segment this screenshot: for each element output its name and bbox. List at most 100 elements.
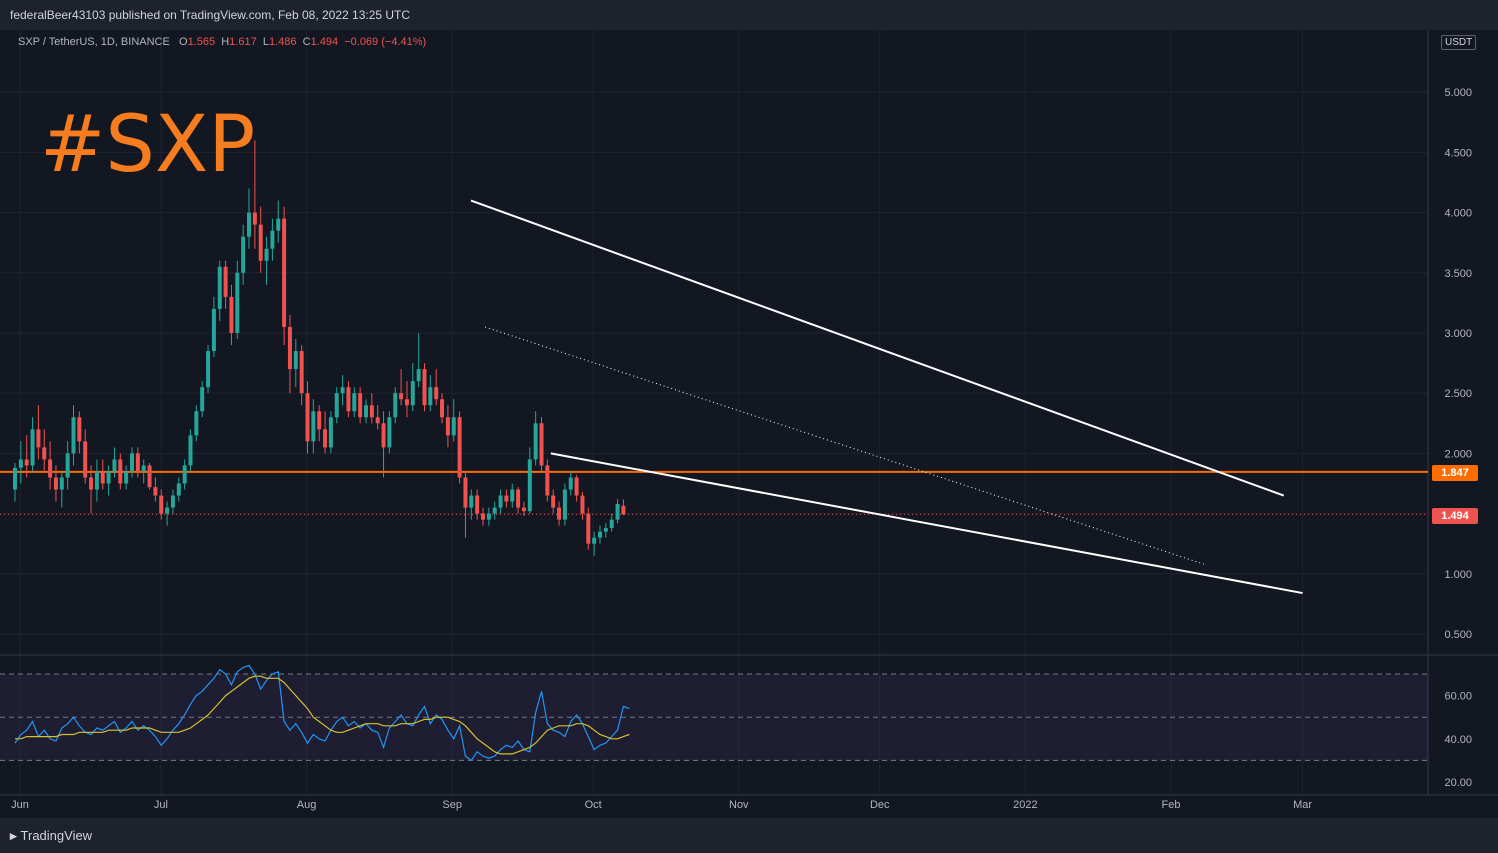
candle-body xyxy=(481,513,485,520)
x-tick-label: Nov xyxy=(729,799,749,811)
candle-body xyxy=(521,507,526,512)
candle-body xyxy=(264,248,269,261)
candle-body xyxy=(71,417,76,454)
candle-body xyxy=(574,477,579,496)
candle-body xyxy=(486,513,491,520)
candle-body xyxy=(287,326,292,370)
candle-body xyxy=(106,471,111,484)
candle-body xyxy=(358,393,363,418)
candle-body xyxy=(65,453,70,478)
candle-body xyxy=(498,495,503,508)
candle-body xyxy=(592,537,597,544)
candle-body xyxy=(170,495,175,508)
y-tick-label: 1.000 xyxy=(1444,569,1472,581)
x-tick-label: Aug xyxy=(297,799,317,811)
tradingview-logo-icon: ▸ xyxy=(10,828,17,843)
candle-body xyxy=(434,387,439,400)
candle-body xyxy=(77,417,82,442)
candle-body xyxy=(516,489,521,508)
x-tick-label: Feb xyxy=(1162,799,1181,811)
x-tick-label: 2022 xyxy=(1013,799,1037,811)
x-tick-label: Oct xyxy=(585,799,602,811)
candle-body xyxy=(603,528,608,532)
x-tick-label: Sep xyxy=(442,799,462,811)
candle-body xyxy=(223,266,228,297)
candle-body xyxy=(598,531,602,538)
y-tick-label: 3.000 xyxy=(1444,328,1472,340)
candle-body xyxy=(539,423,544,466)
candle-body xyxy=(422,369,427,406)
candle-body xyxy=(206,351,211,388)
candle-body xyxy=(381,423,386,448)
candle-body xyxy=(504,495,509,502)
candle-body xyxy=(346,387,351,412)
x-tick-label: Dec xyxy=(870,799,890,811)
candle-body xyxy=(334,393,339,418)
last-price-tag: 1.494 xyxy=(1432,508,1478,524)
candle-body xyxy=(182,465,187,484)
rsi-y-tick-label: 60.00 xyxy=(1444,691,1472,703)
candle-body xyxy=(463,477,468,508)
candle-body xyxy=(305,393,310,442)
candle-body xyxy=(30,429,35,466)
currency-button[interactable]: USDT xyxy=(1441,35,1477,50)
candle-body xyxy=(451,417,456,436)
x-tick-label: Jun xyxy=(11,799,29,811)
candle-body xyxy=(545,465,550,496)
y-tick-label: 2.500 xyxy=(1444,388,1472,400)
symbol-info-bar[interactable]: SXP / TetherUS, 1D, BINANCE O1.565 H1.61… xyxy=(18,36,426,48)
y-tick-label: 5.000 xyxy=(1444,87,1472,99)
candle-body xyxy=(475,495,480,514)
candle-body xyxy=(568,477,573,490)
candle-body xyxy=(580,495,585,514)
candle-body xyxy=(557,507,562,520)
candle-body xyxy=(293,351,298,370)
candle-body xyxy=(36,429,41,448)
candle-body xyxy=(615,503,620,520)
candle-body xyxy=(369,405,374,418)
high-label: H xyxy=(221,36,230,48)
candle-body xyxy=(276,218,281,231)
candle-body xyxy=(533,423,538,460)
candle-body xyxy=(89,477,94,490)
y-tick-label: 4.500 xyxy=(1444,147,1472,159)
candle-body xyxy=(282,218,287,327)
y-tick-label: 2.000 xyxy=(1444,448,1472,460)
candle-body xyxy=(176,483,181,496)
open-value: 1.565 xyxy=(187,36,216,48)
candle-body xyxy=(135,453,140,472)
candle-body xyxy=(270,230,275,249)
low-label: L xyxy=(262,36,269,48)
open-label: O xyxy=(179,36,188,48)
candle-body xyxy=(621,505,626,515)
candle-body xyxy=(399,393,404,400)
candle-body xyxy=(404,399,409,406)
low-value: 1.486 xyxy=(268,36,297,48)
change-value: −0.069 (−4.41%) xyxy=(344,36,427,48)
footer-bar: ▸ TradingView xyxy=(0,818,1498,853)
candle-body xyxy=(217,266,222,309)
candle-body xyxy=(118,459,123,484)
rsi-line xyxy=(14,664,630,762)
x-tick-label: Jul xyxy=(154,799,168,811)
candle-body xyxy=(24,459,29,466)
candle-body xyxy=(393,393,398,418)
tradingview-logo[interactable]: ▸ TradingView xyxy=(10,828,92,844)
candle-body xyxy=(609,519,614,529)
candle-body xyxy=(492,507,497,514)
rsi-y-tick-label: 20.00 xyxy=(1444,777,1472,789)
candle-body xyxy=(562,489,567,520)
high-value: 1.617 xyxy=(229,36,257,48)
candle-body xyxy=(340,387,345,394)
candle-body xyxy=(551,495,556,508)
y-tick-label: 3.500 xyxy=(1444,268,1472,280)
candle-body xyxy=(188,435,193,466)
candle-body xyxy=(352,393,357,412)
candle-body xyxy=(53,477,58,490)
candle-body xyxy=(586,513,591,544)
candle-body xyxy=(200,387,205,412)
candle-body xyxy=(194,411,199,436)
candle-body xyxy=(387,417,392,448)
symbol-pair: SXP / TetherUS, 1D, BINANCE xyxy=(18,36,170,48)
